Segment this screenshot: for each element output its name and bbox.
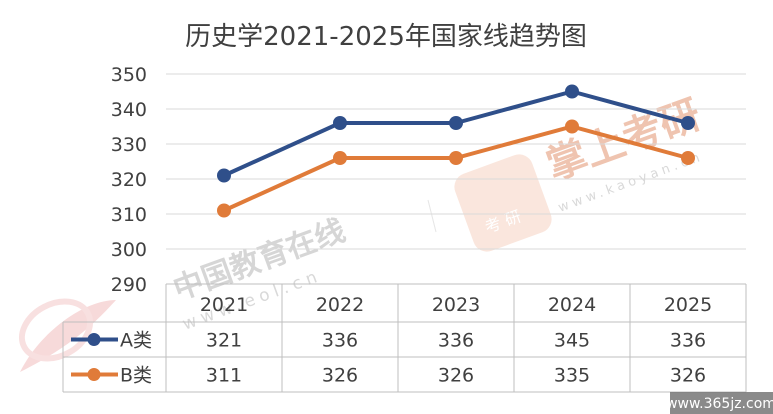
table-cell-value: 326: [322, 365, 358, 387]
table-cell-value: 335: [554, 365, 590, 387]
table-cell-value: 336: [322, 330, 358, 352]
data-table: 2021 2022 2023 2024 2025 A类 321 336 336 345 336 B类 3…: [62, 283, 747, 393]
chart-title: 历史学2021-2025年国家线趋势图: [185, 22, 587, 52]
legend-label: A类: [120, 330, 152, 352]
table-cell-value: 326: [670, 365, 706, 387]
y-tick-label: 330: [111, 134, 147, 156]
table-cell-value: 336: [670, 330, 706, 352]
data-point: [681, 151, 695, 165]
legend-label: B类: [120, 365, 152, 387]
series-layer: [217, 84, 695, 218]
data-point: [565, 119, 579, 134]
eol-logo-watermark: [18, 298, 116, 372]
x-tick-label: 2022: [316, 294, 364, 316]
site-badge: www.365jz.com: [666, 392, 773, 414]
x-tick-label: 2024: [548, 294, 596, 316]
table-cell-value: 336: [438, 330, 474, 352]
x-tick-label: 2023: [432, 294, 480, 316]
y-tick-label: 350: [111, 64, 147, 86]
data-point: [565, 84, 579, 99]
legend-marker: [87, 368, 101, 381]
data-point: [449, 151, 463, 165]
data-point: [217, 203, 231, 218]
y-tick-label: 300: [111, 239, 147, 261]
data-point: [449, 116, 463, 130]
x-tick-label: 2021: [200, 294, 248, 316]
legend-key: [71, 368, 118, 381]
site-badge-text: www.365jz.com: [666, 396, 773, 412]
table-cell-value: 326: [438, 365, 474, 387]
grid: [166, 73, 746, 250]
table-cell-value: 321: [206, 330, 242, 352]
data-point: [333, 116, 347, 130]
series-line: [223, 124, 689, 213]
data-point: [681, 116, 695, 130]
kaoyan-logo-watermark: 考 研: [454, 154, 552, 252]
y-tick-label: 290: [111, 274, 147, 296]
y-axis: 290 300 310 320 330 340 350: [111, 64, 147, 296]
y-tick-label: 340: [111, 99, 147, 121]
table-cell-value: 311: [206, 365, 242, 387]
watermark-divider: [427, 199, 437, 233]
legend-key: [71, 333, 118, 346]
y-tick-label: 310: [111, 204, 147, 226]
y-tick-label: 320: [111, 169, 147, 191]
table-cell-value: 345: [554, 330, 590, 352]
data-point: [217, 168, 231, 183]
legend-marker: [87, 333, 101, 346]
data-point: [333, 151, 347, 165]
x-tick-label: 2025: [664, 294, 712, 316]
